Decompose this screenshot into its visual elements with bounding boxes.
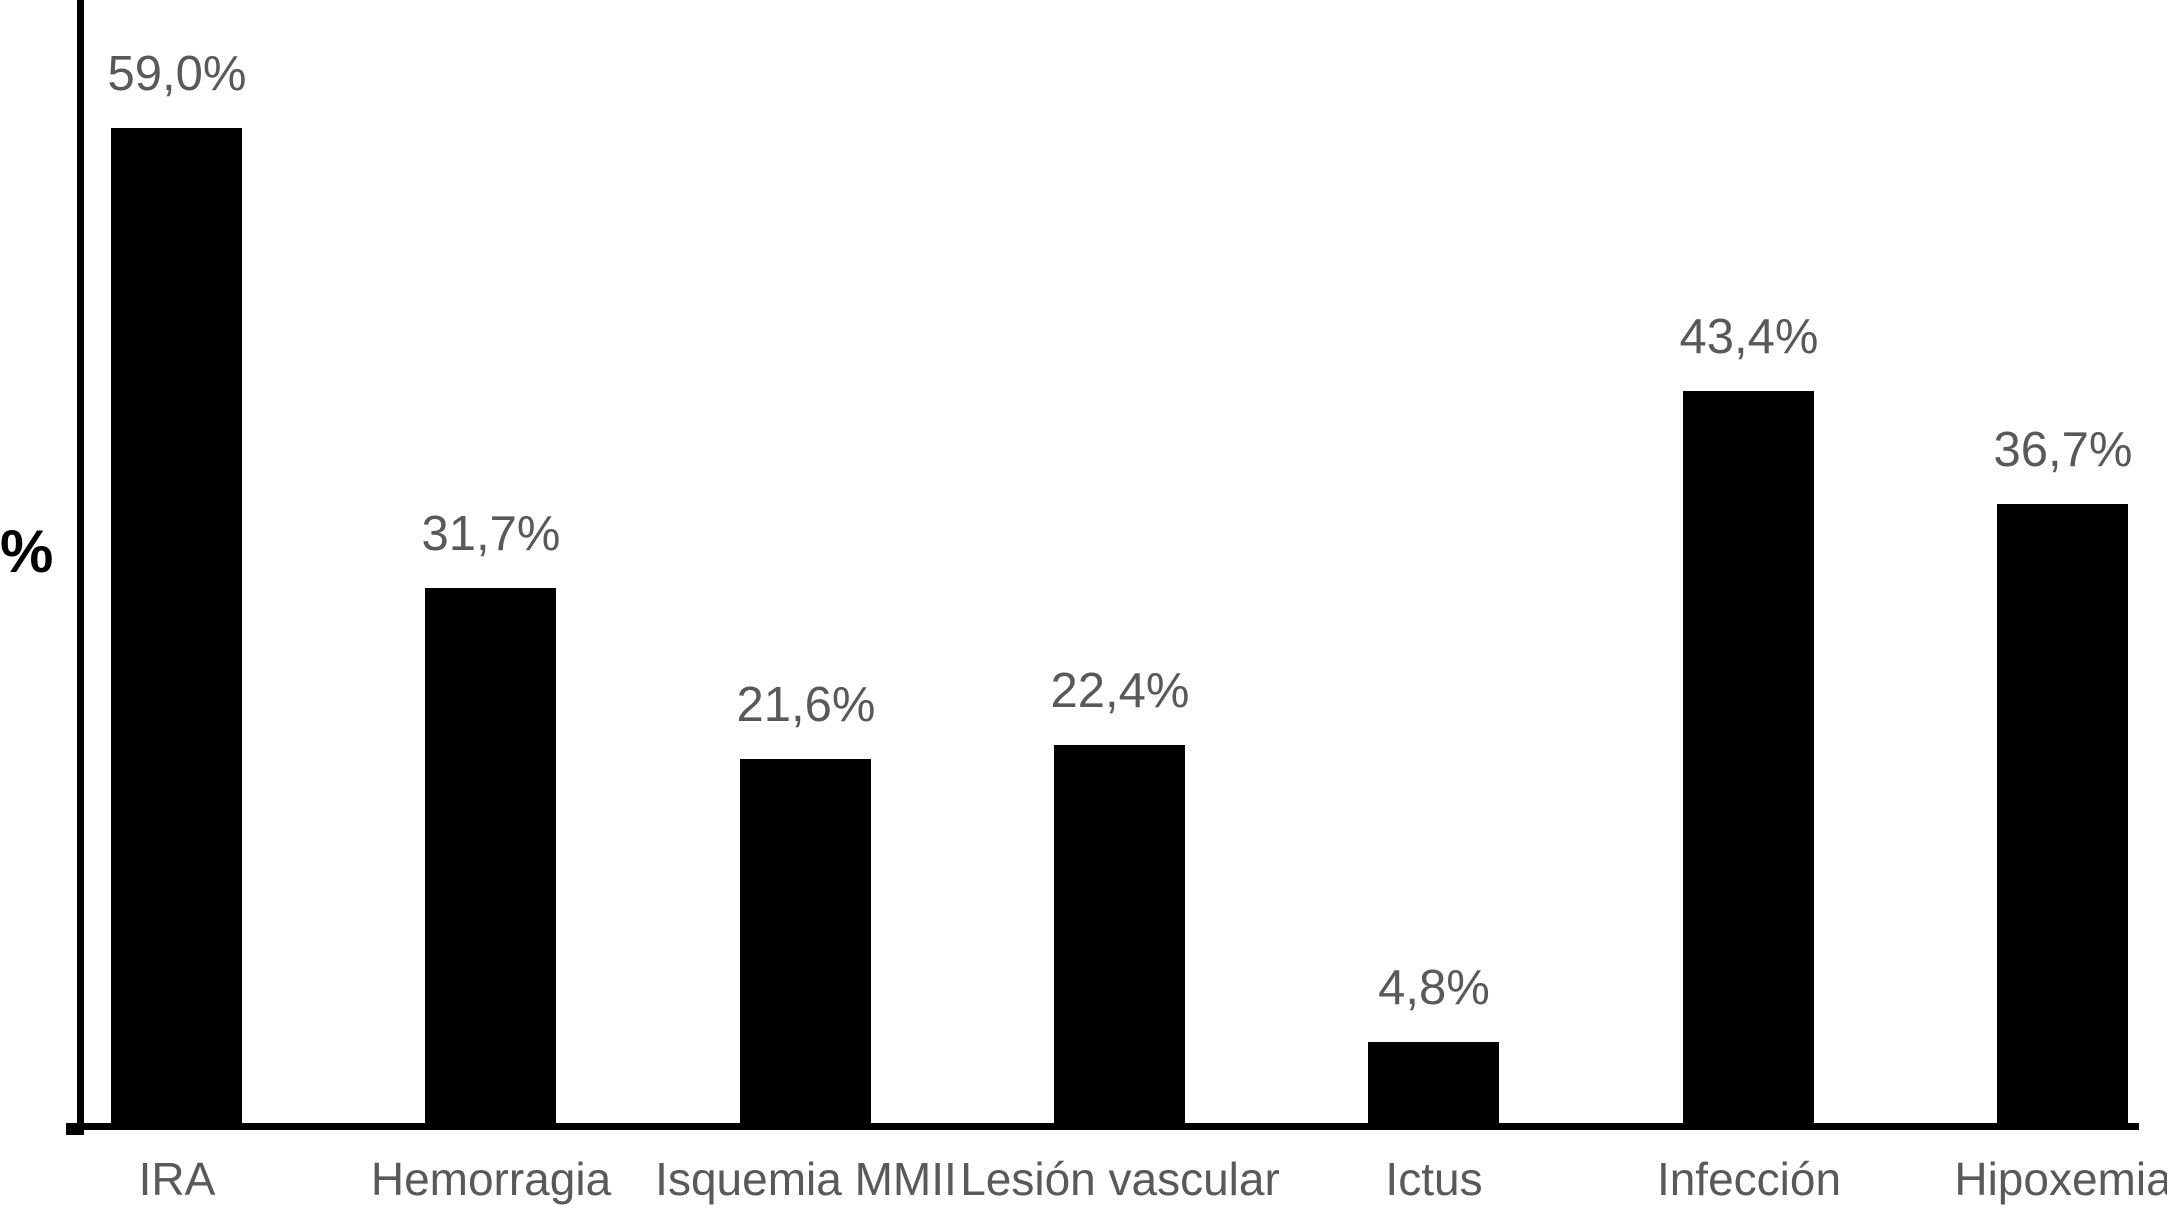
bar-Infección <box>1683 391 1814 1130</box>
bar-Ictus <box>1368 1042 1499 1130</box>
y-axis-line <box>77 0 84 1130</box>
category-label: Isquemia MMII <box>655 1153 957 1205</box>
data-label: 21,6% <box>736 678 876 732</box>
data-label: 43,4% <box>1679 310 1819 364</box>
category-label: Hipoxemia <box>1954 1153 2167 1205</box>
data-label: 36,7% <box>1993 423 2133 477</box>
data-label: 22,4% <box>1050 664 1190 718</box>
bar-Isquemia MMII <box>740 759 871 1130</box>
category-label: IRA <box>138 1153 216 1205</box>
axis-origin-tick <box>66 1123 84 1135</box>
bar-Lesión vascular <box>1054 745 1185 1130</box>
category-label: Ictus <box>1385 1153 1483 1205</box>
category-label: Lesión vascular <box>960 1153 1280 1205</box>
category-label: Infección <box>1656 1153 1842 1205</box>
bar-Hemorragia <box>425 588 556 1130</box>
y-axis-title: % <box>0 518 54 585</box>
bar-Hipoxemia <box>1997 504 2128 1130</box>
data-label: 4,8% <box>1378 961 1490 1015</box>
category-label: Hemorragia <box>370 1153 612 1205</box>
bar-IRA <box>111 128 242 1130</box>
data-label: 31,7% <box>421 507 561 561</box>
data-label: 59,0% <box>107 47 247 101</box>
